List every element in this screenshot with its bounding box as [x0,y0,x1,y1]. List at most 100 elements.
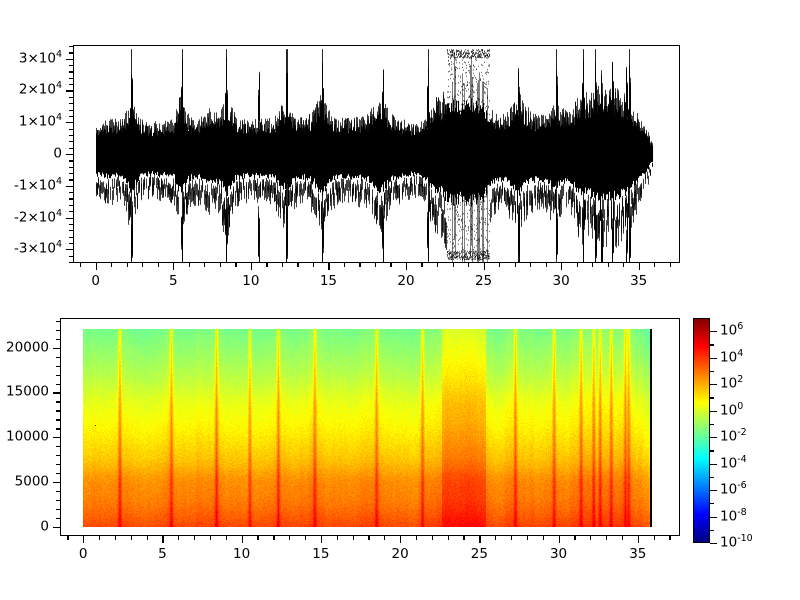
spectrogram-x-tick [495,536,497,540]
spectrogram-y-tick [53,526,60,529]
spectrogram-x-tick [558,536,560,543]
colorbar-frame [693,318,710,543]
spectrogram-y-tick-label: 5000 [14,473,49,490]
spectrogram-x-tick-label: 20 [391,546,409,562]
spectrogram-y-tick-label: 15000 [6,383,49,400]
spectrogram-x-tick [336,536,338,540]
spectrogram-y-tick [56,500,60,502]
colorbar-tick-label: 100 [720,400,744,418]
waveform-y-tick [66,122,73,124]
spectrogram-y-tick [56,428,60,430]
waveform-x-tick [297,263,299,267]
colorbar-minor-tick [710,529,714,531]
waveform-y-tick [66,90,73,92]
spectrogram-x-tick [99,536,101,540]
waveform-x-tick [483,263,485,270]
waveform-x-tick [80,263,82,267]
waveform-x-tick [437,263,439,267]
spectrogram-x-tick [590,536,592,540]
spectrogram-y-tick [56,491,60,493]
spectrogram-x-tick [447,536,449,540]
waveform-y-tick [69,71,73,73]
waveform-y-tick [69,84,73,86]
waveform-x-tick [95,263,97,270]
waveform-x-tick [405,263,408,270]
colorbar-major-tick [710,384,717,386]
spectrogram-x-tick [162,536,164,543]
spectrogram-x-tick-label: 0 [78,546,88,562]
waveform-y-tick [66,58,73,60]
waveform-x-tick [623,263,625,267]
waveform-x-tick [514,263,516,267]
spectrogram-x-tick [289,536,291,540]
waveform-y-tick-label: -3×104 [14,239,62,257]
spectrogram-x-tick [352,536,354,540]
spectrogram-x-tick-label: 25 [470,546,488,562]
waveform-x-tick-label: 10 [242,273,260,289]
colorbar-major-tick [710,437,717,439]
spectrogram-y-tick [56,509,60,511]
colorbar-major-tick [710,357,717,359]
spectrogram-y-tick-label: 10000 [6,428,49,445]
colorbar-major-tick [710,543,717,545]
colorbar-major-tick [710,331,717,333]
waveform-y-tick-label: 2×104 [18,80,62,98]
waveform-y-tick [69,109,73,111]
waveform-x-tick [173,263,175,270]
spectrogram-y-tick [56,473,60,475]
spectrogram-x-tick [526,536,529,540]
waveform-x-tick [359,263,361,267]
spectrogram-x-tick [241,536,243,543]
waveform-x-tick [157,263,159,267]
spectrogram-x-tick [463,536,465,540]
spectrogram-x-tick [574,536,576,540]
colorbar-minor-tick [710,503,714,505]
spectrogram-x-tick-label: 5 [158,546,167,562]
waveform-y-tick-label: -2×104 [14,207,62,225]
spectrogram-x-tick [669,536,671,540]
spectrogram-y-tick [56,356,60,358]
waveform-x-tick [499,263,501,267]
colorbar-tick-label: 10-10 [720,532,753,551]
waveform-y-tick [69,230,73,232]
spectrogram-x-tick-label: 15 [312,546,330,562]
waveform-x-tick [266,263,268,267]
waveform-y-tick-label: 3×104 [18,48,62,66]
colorbar-major-tick [710,490,717,492]
spectrogram-x-tick [431,536,433,540]
spectrogram-x-tick [209,536,212,540]
spectrogram-x-tick [130,536,132,540]
colorbar-minor-tick [710,423,714,426]
spectrogram-x-tick-label: 10 [233,546,251,562]
spectrogram-x-tick-label: 30 [549,546,568,562]
waveform-x-tick [204,263,206,267]
colorbar-major-tick [710,463,717,465]
waveform-x-tick [561,263,563,270]
spectrogram-y-tick [53,482,60,484]
colorbar-tick-label: 104 [720,347,744,365]
waveform-x-tick [250,263,253,270]
colorbar-tick-label: 10-8 [720,506,747,524]
waveform-x-tick [654,263,656,267]
spectrogram-x-tick [273,536,275,540]
waveform-x-tick-label: 20 [397,273,415,289]
waveform-x-tick-label: 15 [319,273,337,289]
waveform-x-tick [188,263,190,267]
waveform-y-tick [69,211,73,213]
spectrogram-y-tick [56,464,60,466]
waveform-y-tick [69,52,73,54]
waveform-y-tick [69,65,73,67]
spectrogram-y-tick [56,455,60,457]
spectrogram-x-tick [320,536,323,543]
spectrogram-y-tick [53,392,60,394]
waveform-y-tick [69,204,73,206]
spectrogram-x-tick [178,536,180,540]
waveform-x-tick-label: 35 [630,273,648,289]
waveform-x-tick-label: 0 [91,273,100,289]
waveform-y-tick [69,242,73,245]
waveform-x-tick [468,263,470,267]
waveform-y-tick [69,147,73,149]
spectrogram-x-tick [415,536,418,540]
waveform-x-tick [592,263,594,267]
